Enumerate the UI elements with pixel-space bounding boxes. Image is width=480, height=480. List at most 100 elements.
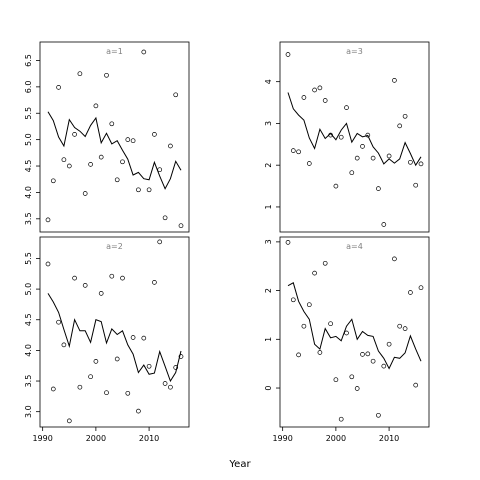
- data-point: [125, 390, 131, 396]
- panel-frame: [279, 41, 430, 233]
- y-tick-label: 1: [264, 204, 273, 209]
- data-point: [162, 215, 168, 221]
- y-tick-label: 4.5: [24, 160, 33, 173]
- data-point: [381, 222, 387, 227]
- data-point: [157, 167, 163, 173]
- data-point: [408, 290, 413, 295]
- x-tick-label: 2000: [86, 434, 106, 443]
- panel-frame: [39, 236, 190, 428]
- y-tick-label: 0: [264, 385, 273, 390]
- data-point: [173, 92, 179, 98]
- data-point: [333, 377, 339, 383]
- panel-2: a=3 1 2 3 4: [264, 41, 430, 233]
- y-tick-label: 4.5: [24, 313, 33, 326]
- data-point: [66, 163, 72, 169]
- data-point: [98, 154, 104, 160]
- data-point: [418, 161, 424, 167]
- x-axis-label: Year: [228, 459, 251, 470]
- y-tick-label: 4: [264, 79, 273, 84]
- panel-1: a=1 3.5 4.0 4.5 5.0 5.5 6.0 6.5: [24, 41, 190, 233]
- y-tick-label: 6.5: [24, 54, 33, 67]
- y-tick-label: 3.5: [24, 375, 33, 388]
- data-point: [173, 365, 179, 370]
- data-point: [338, 134, 344, 140]
- panel-label: a=4: [346, 242, 363, 251]
- x-tick-label: 1990: [272, 434, 292, 443]
- data-point: [418, 285, 424, 291]
- x-tick-label: 2010: [379, 434, 399, 443]
- data-point: [344, 330, 349, 336]
- data-point: [104, 390, 109, 396]
- data-point: [88, 374, 93, 380]
- data-point: [120, 275, 125, 281]
- data-point: [141, 49, 147, 55]
- panel-4: a=4 0 1 2 3 1990 2000 2010: [264, 236, 430, 443]
- x-tick-label: 2010: [139, 434, 159, 443]
- data-point: [392, 256, 397, 262]
- data-point: [152, 132, 157, 137]
- data-point: [120, 159, 125, 165]
- data-point: [109, 273, 115, 279]
- data-point: [77, 384, 83, 390]
- data-point: [365, 132, 371, 138]
- x-tick-label: 2000: [326, 434, 346, 443]
- data-point: [376, 412, 381, 418]
- y-tick-label: 5.0: [24, 133, 33, 146]
- data-point: [413, 382, 419, 388]
- data-point: [344, 105, 349, 110]
- data-point: [381, 363, 387, 369]
- y-tick-label: 2: [264, 288, 273, 293]
- data-point: [72, 132, 77, 137]
- series-line: [287, 282, 422, 370]
- data-point: [306, 302, 312, 308]
- data-point: [152, 280, 157, 285]
- series-line: [287, 92, 422, 167]
- data-point: [290, 148, 296, 153]
- data-point: [168, 384, 173, 390]
- data-point: [130, 335, 136, 340]
- data-point: [77, 71, 83, 77]
- y-tick-label: 4.0: [24, 344, 33, 357]
- data-point: [61, 342, 67, 348]
- data-point: [114, 356, 120, 362]
- data-point: [130, 138, 136, 144]
- panel-frame: [39, 41, 190, 233]
- y-tick-label: 4.0: [24, 186, 33, 199]
- data-point: [376, 186, 381, 191]
- data-point: [98, 291, 104, 296]
- panel-3: a=2 3.0 3.5 4.0 4.5 5.0 5.5 1990 2000 2010: [24, 236, 190, 443]
- y-tick-label: 3.5: [24, 212, 33, 225]
- panel-label: a=3: [346, 47, 363, 56]
- data-point: [397, 123, 403, 129]
- data-point: [301, 95, 307, 100]
- y-tick-label: 1: [264, 337, 273, 342]
- data-point: [370, 358, 376, 364]
- data-point: [50, 178, 56, 184]
- data-point: [349, 170, 355, 176]
- y-tick-label: 5.5: [24, 107, 33, 120]
- panel-label: a=1: [106, 47, 123, 56]
- data-point: [338, 416, 344, 422]
- data-point: [285, 52, 291, 57]
- data-point: [136, 408, 141, 414]
- data-point: [82, 283, 88, 288]
- series-line: [47, 293, 182, 383]
- data-point: [402, 326, 408, 331]
- data-point: [402, 113, 408, 119]
- data-point: [285, 240, 291, 245]
- data-point: [360, 352, 365, 357]
- panel-label: a=2: [106, 242, 123, 251]
- data-point: [360, 144, 365, 149]
- panel-frame: [279, 236, 430, 428]
- data-point: [365, 351, 371, 357]
- data-point: [93, 359, 99, 364]
- data-point: [157, 239, 163, 245]
- data-point: [56, 319, 61, 325]
- y-tick-label: 3.0: [24, 405, 33, 418]
- data-point: [354, 155, 360, 161]
- data-point: [328, 321, 333, 327]
- data-point: [301, 323, 307, 329]
- data-point: [45, 261, 51, 267]
- data-point: [322, 98, 328, 103]
- data-point: [50, 386, 56, 392]
